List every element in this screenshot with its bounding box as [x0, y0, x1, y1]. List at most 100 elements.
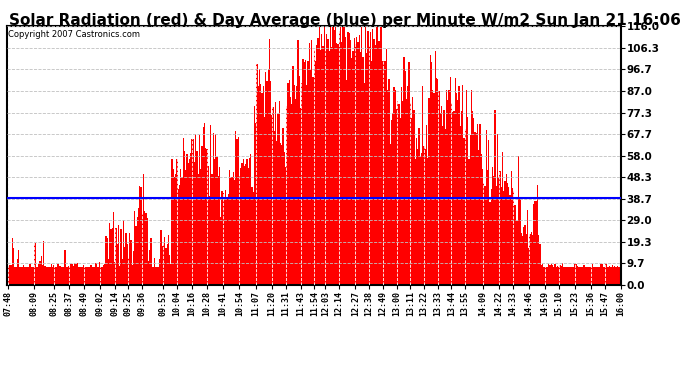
Bar [302, 59, 304, 285]
Bar [569, 267, 571, 285]
Bar [428, 98, 430, 285]
Bar [266, 81, 268, 285]
Bar [61, 267, 62, 285]
Bar [301, 83, 302, 285]
Bar [619, 267, 620, 285]
Bar [128, 258, 129, 285]
Bar [83, 265, 84, 285]
Bar [316, 45, 317, 285]
Bar [503, 190, 504, 285]
Bar [154, 258, 155, 285]
Bar [183, 138, 184, 285]
Bar [615, 267, 617, 285]
Bar [256, 64, 257, 285]
Bar [592, 264, 593, 285]
Bar [331, 47, 333, 285]
Bar [188, 162, 189, 285]
Bar [124, 247, 126, 285]
Bar [417, 149, 418, 285]
Bar [373, 39, 375, 285]
Bar [416, 138, 417, 285]
Bar [300, 108, 301, 285]
Bar [371, 61, 372, 285]
Bar [81, 267, 83, 285]
Bar [308, 43, 310, 285]
Bar [228, 194, 229, 285]
Bar [251, 187, 253, 285]
Bar [121, 259, 123, 285]
Bar [129, 233, 130, 285]
Text: Solar Radiation (red) & Day Average (blue) per Minute W/m2 Sun Jan 21 16:06: Solar Radiation (red) & Day Average (blu… [9, 13, 681, 28]
Bar [443, 110, 444, 285]
Bar [86, 267, 87, 285]
Bar [368, 46, 370, 285]
Bar [33, 267, 34, 285]
Bar [410, 103, 411, 285]
Bar [101, 267, 103, 285]
Bar [248, 168, 249, 285]
Bar [163, 243, 164, 285]
Bar [199, 135, 200, 285]
Bar [13, 248, 14, 285]
Bar [452, 112, 453, 285]
Bar [137, 217, 138, 285]
Bar [600, 264, 602, 285]
Bar [210, 124, 211, 285]
Bar [98, 267, 99, 285]
Bar [7, 267, 8, 285]
Bar [274, 130, 275, 285]
Bar [295, 99, 296, 285]
Bar [103, 265, 104, 285]
Bar [108, 259, 109, 285]
Bar [498, 178, 500, 285]
Bar [326, 33, 327, 285]
Bar [24, 267, 26, 285]
Bar [157, 267, 158, 285]
Bar [42, 265, 43, 285]
Bar [159, 259, 160, 285]
Bar [37, 267, 38, 285]
Bar [385, 61, 386, 285]
Bar [160, 230, 161, 285]
Bar [225, 190, 226, 285]
Bar [552, 265, 553, 285]
Bar [527, 210, 528, 285]
Bar [431, 62, 432, 285]
Bar [53, 265, 55, 285]
Bar [32, 267, 33, 285]
Bar [580, 267, 582, 285]
Bar [353, 38, 355, 285]
Bar [513, 191, 514, 285]
Bar [21, 267, 22, 285]
Bar [273, 107, 274, 285]
Bar [139, 186, 140, 285]
Bar [150, 238, 152, 285]
Bar [107, 238, 108, 285]
Bar [39, 261, 41, 285]
Bar [493, 177, 495, 285]
Bar [432, 90, 433, 285]
Bar [448, 90, 450, 285]
Bar [387, 90, 388, 285]
Bar [591, 267, 592, 285]
Bar [427, 158, 428, 285]
Bar [194, 162, 195, 285]
Bar [99, 262, 101, 285]
Bar [333, 30, 335, 285]
Bar [143, 174, 144, 285]
Bar [75, 264, 77, 285]
Bar [69, 267, 70, 285]
Bar [433, 93, 435, 285]
Bar [463, 138, 464, 285]
Bar [306, 85, 308, 285]
Bar [161, 246, 163, 285]
Bar [286, 106, 288, 285]
Bar [123, 220, 124, 285]
Bar [84, 267, 86, 285]
Bar [477, 124, 478, 285]
Bar [359, 52, 361, 285]
Bar [310, 70, 311, 285]
Bar [243, 159, 244, 285]
Bar [475, 133, 477, 285]
Bar [322, 45, 324, 285]
